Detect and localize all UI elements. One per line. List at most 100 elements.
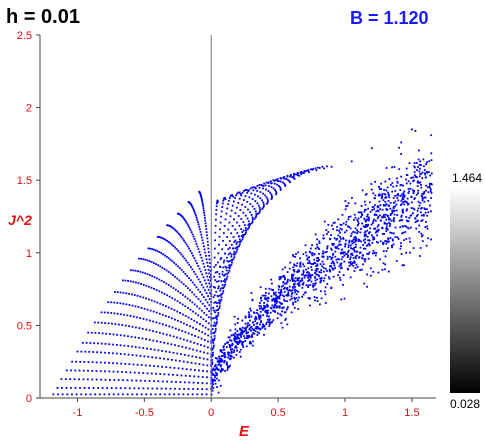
chaotic-point	[424, 208, 426, 210]
chaotic-point	[369, 267, 372, 270]
arc-point	[292, 177, 295, 179]
band-point	[116, 333, 119, 336]
band-point	[169, 272, 172, 275]
band-point	[167, 373, 170, 376]
band-point	[78, 369, 81, 372]
band-point	[146, 273, 149, 276]
band-point	[186, 223, 189, 226]
chaotic-point	[400, 214, 403, 217]
band-point	[148, 329, 151, 332]
band-point	[159, 393, 162, 396]
chaotic-point	[366, 213, 369, 216]
chaotic-point	[423, 192, 425, 195]
chaotic-point	[353, 241, 355, 244]
band-point	[172, 227, 175, 230]
band-point	[127, 335, 129, 338]
band-point	[112, 393, 115, 396]
band-point	[148, 364, 151, 367]
band-point	[139, 379, 142, 382]
band-point	[192, 348, 195, 351]
chaotic-point	[257, 313, 260, 316]
arc-point	[224, 273, 227, 276]
band-point	[172, 373, 174, 376]
chaotic-point	[271, 304, 274, 307]
band-point	[140, 257, 143, 260]
chaotic-point	[278, 297, 281, 300]
arc-point	[307, 169, 310, 172]
chaotic-point	[308, 278, 311, 281]
chaotic-point	[393, 213, 396, 216]
chaotic-point	[295, 297, 298, 299]
band-point	[194, 240, 197, 243]
band-point	[89, 342, 92, 344]
chaotic-point	[356, 219, 359, 221]
band-point	[145, 338, 147, 341]
chaotic-point	[286, 294, 289, 297]
chaotic-point	[295, 289, 298, 292]
arc-point	[215, 290, 218, 293]
arc-point	[214, 311, 216, 314]
band-point	[151, 275, 154, 278]
chaotic-point	[280, 290, 282, 292]
band-point	[133, 294, 136, 297]
chaotic-point	[313, 258, 316, 261]
band-point	[145, 297, 147, 300]
band-point	[143, 355, 146, 358]
chaotic-point	[254, 317, 256, 320]
band-point	[194, 259, 197, 262]
chaotic-point	[327, 231, 330, 233]
band-point	[170, 343, 173, 346]
arc-point	[238, 245, 240, 248]
arc-point	[236, 221, 238, 224]
chaotic-point	[427, 171, 430, 173]
chaotic-point	[238, 337, 241, 340]
chaotic-point	[292, 303, 295, 306]
arc-point	[254, 210, 257, 213]
chaotic-point	[284, 282, 287, 285]
chaotic-point	[430, 238, 432, 241]
chaotic-point	[399, 247, 402, 250]
chaotic-point	[387, 216, 390, 219]
chaotic-point	[221, 360, 224, 362]
arc-point	[214, 324, 217, 327]
arc-point	[244, 206, 247, 208]
arc-point	[222, 197, 225, 200]
chaotic-point	[402, 195, 405, 198]
band-point	[206, 358, 209, 361]
chaotic-point	[378, 186, 380, 188]
chaotic-point	[319, 303, 321, 306]
arc-point	[287, 179, 290, 181]
chaotic-point	[339, 243, 342, 246]
chaotic-point	[414, 221, 417, 224]
band-point	[197, 223, 200, 226]
band-point	[108, 333, 111, 335]
chaotic-point	[319, 277, 322, 280]
band-point	[167, 284, 170, 286]
band-point	[194, 212, 197, 215]
arc-point	[265, 188, 267, 191]
chaotic-point	[297, 251, 300, 254]
chaotic-point	[403, 195, 406, 198]
band-point	[61, 386, 63, 389]
chaotic-point	[316, 259, 318, 262]
band-point	[84, 393, 87, 396]
chaotic-point	[430, 134, 433, 137]
chaotic-point	[259, 328, 262, 331]
arc-point	[211, 347, 214, 350]
chaotic-point	[392, 243, 395, 246]
chaotic-point	[425, 184, 428, 187]
chaotic-point	[427, 191, 430, 194]
arc-point	[217, 287, 220, 290]
chaotic-point	[212, 374, 215, 376]
chaotic-point	[347, 249, 350, 252]
arc-point	[297, 174, 299, 176]
chaotic-point	[285, 308, 288, 311]
chaotic-point	[372, 236, 374, 239]
arc-point	[229, 252, 232, 255]
band-point	[126, 314, 129, 317]
band-point	[146, 347, 148, 350]
band-point	[80, 393, 83, 396]
band-point	[165, 269, 168, 272]
chaotic-point	[387, 240, 390, 243]
chaotic-point	[219, 350, 222, 353]
